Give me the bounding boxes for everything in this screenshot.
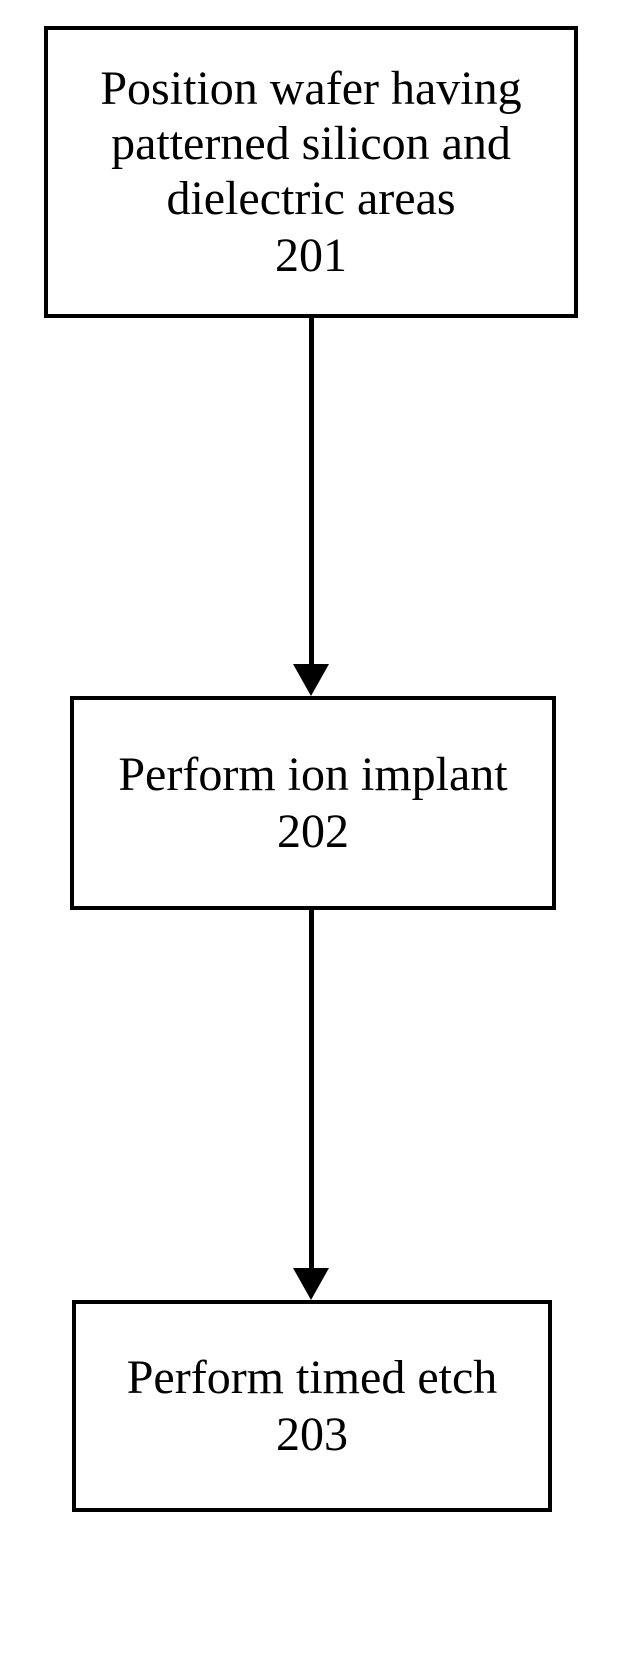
flow-node-label: Position wafer having patterned silicon … — [48, 61, 574, 227]
flow-node-timed-etch: Perform timed etch 203 — [72, 1300, 552, 1512]
flow-node-ion-implant: Perform ion implant 202 — [70, 696, 556, 910]
flow-arrow-head-icon — [293, 1268, 329, 1300]
flow-arrow-head-icon — [293, 664, 329, 696]
flow-node-position-wafer: Position wafer having patterned silicon … — [44, 26, 578, 318]
flow-arrow-stem — [309, 318, 314, 668]
flow-arrow-stem — [309, 910, 314, 1272]
flow-node-label: Perform ion implant — [118, 747, 507, 802]
flow-node-number: 202 — [277, 804, 349, 859]
flow-node-label: Perform timed etch — [127, 1350, 498, 1405]
flow-node-number: 201 — [275, 228, 347, 283]
flow-node-number: 203 — [276, 1407, 348, 1462]
